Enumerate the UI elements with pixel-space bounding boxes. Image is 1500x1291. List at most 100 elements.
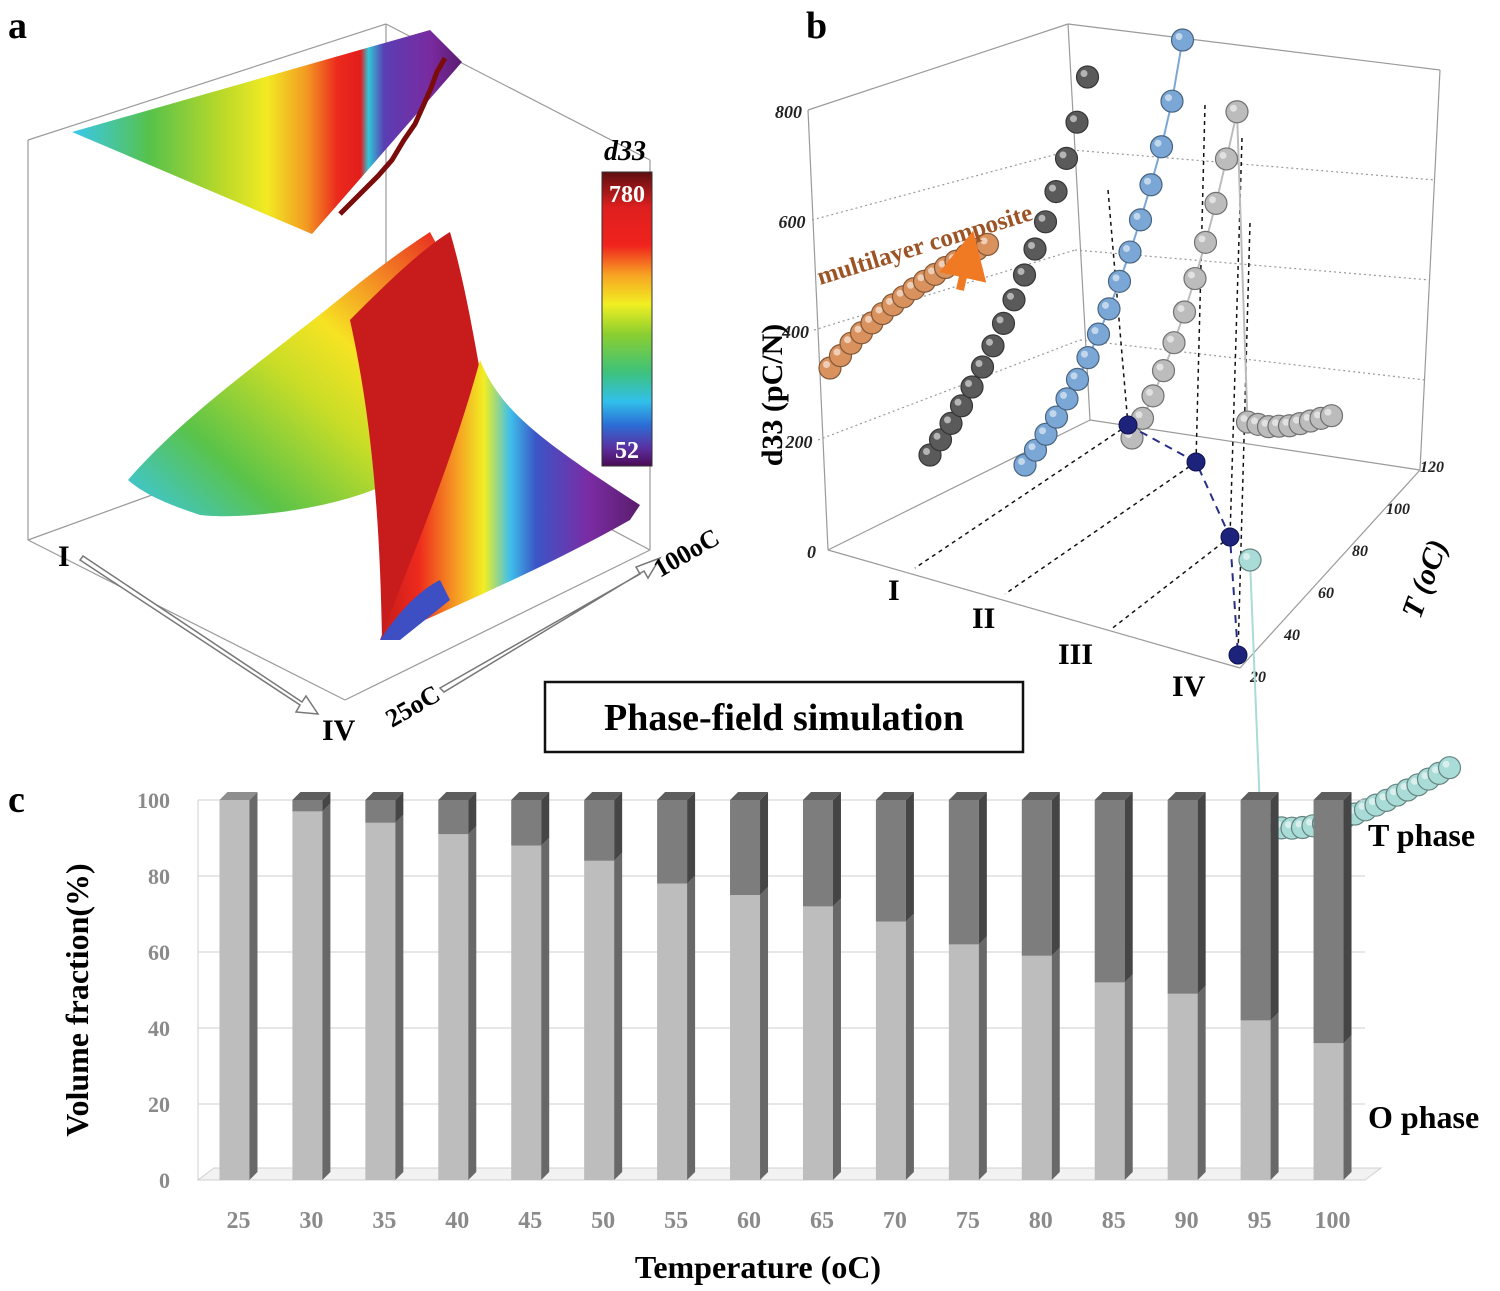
t-tick-label: 120: [1420, 459, 1444, 476]
data-point-ii: [1139, 173, 1163, 197]
category-label: III: [1058, 638, 1093, 671]
top-plane-boundary: [338, 56, 448, 216]
bar-t-phase-side: [687, 792, 696, 884]
bar-top: [292, 792, 331, 800]
data-point-i: [1054, 146, 1079, 170]
bar-o-phase-side: [1051, 947, 1060, 1180]
data-point-highlight: [1146, 388, 1153, 396]
data-point-highlight: [1411, 777, 1418, 785]
bar-t-phase: [438, 800, 469, 835]
bar-o-phase-side: [760, 887, 769, 1180]
data-point-highlight: [986, 338, 993, 346]
bar-o-phase-side: [468, 826, 477, 1180]
data-point-iii: [1319, 404, 1344, 428]
x-tick-label: 95: [1248, 1208, 1272, 1234]
data-point-highlight: [875, 306, 883, 314]
data-point-highlight: [1324, 408, 1332, 416]
center-title-box: Phase-field simulation: [543, 680, 1025, 754]
x-tick-label: 85: [1102, 1208, 1126, 1234]
bar-t-phase-side: [1051, 792, 1060, 956]
bar-o-phase: [875, 921, 906, 1180]
bar-o-phase: [438, 834, 469, 1180]
bar-o-phase-side: [1270, 1012, 1279, 1180]
peak-guide-line: [1237, 222, 1251, 656]
data-point-ii: [1055, 387, 1079, 411]
x-tick-label: 50: [591, 1208, 615, 1234]
y-tick-label: 20: [148, 1092, 170, 1117]
data-point-highlight: [1028, 242, 1035, 249]
data-point-ii: [1160, 89, 1184, 113]
data-point-iv: [1437, 756, 1462, 780]
t-tick-label: 80: [1352, 543, 1368, 560]
floor-guide-line: [1004, 461, 1197, 595]
bar-t-phase-side: [1270, 792, 1279, 1021]
projection-point: [1118, 415, 1138, 435]
bar-top: [511, 792, 550, 800]
surface-ridge: [350, 232, 490, 640]
bar-o-phase: [657, 883, 688, 1180]
bar-o-phase: [1094, 982, 1125, 1180]
y-tick-label: 40: [148, 1016, 170, 1041]
data-point-highlight: [844, 336, 851, 344]
data-point-highlight: [1102, 301, 1109, 309]
t-axis-label: T (oC): [1396, 535, 1455, 622]
data-point-i: [960, 375, 984, 399]
t-tick-label: 20: [1249, 669, 1266, 686]
z-tick-label: 600: [779, 212, 806, 232]
data-point-iii: [1183, 266, 1207, 291]
data-point-highlight: [1219, 151, 1227, 159]
data-point-highlight: [923, 448, 930, 455]
data-point-iii: [1225, 100, 1249, 124]
bar-top: [875, 792, 914, 800]
data-point-highlight: [1306, 818, 1313, 826]
data-point-highlight: [1039, 427, 1046, 435]
category-label: I: [888, 574, 900, 607]
bar-o-phase: [1167, 993, 1198, 1180]
bar-o-phase-side: [1124, 974, 1133, 1180]
data-point-i: [1075, 65, 1100, 89]
bar-t-phase-side: [395, 792, 404, 823]
title-box-border: [543, 680, 1025, 754]
bar-t-phase-side: [905, 792, 914, 922]
projection-line: [1127, 424, 1239, 656]
bar-o-phase-side: [687, 875, 696, 1180]
data-point-iii: [1214, 147, 1239, 171]
bar-t-phase-side: [614, 792, 623, 861]
data-point-highlight: [1314, 411, 1321, 419]
data-point-i: [1012, 263, 1037, 287]
data-point-highlight: [1028, 443, 1036, 451]
sample-axis-start: I: [58, 540, 70, 573]
bar-top: [219, 792, 258, 800]
bar-t-phase: [292, 800, 323, 812]
data-point-iii: [1141, 384, 1165, 408]
data-point-highlight: [1177, 305, 1185, 312]
data-point-highlight: [996, 316, 1004, 324]
data-point-highlight: [1432, 766, 1439, 774]
data-point-highlight: [823, 361, 830, 368]
data-point-i: [1023, 237, 1047, 261]
data-point-highlight: [1018, 458, 1025, 465]
data-point-highlight: [1261, 419, 1269, 427]
data-point-i: [991, 311, 1016, 335]
bar-t-phase: [584, 800, 615, 861]
data-point-highlight: [1209, 196, 1216, 204]
data-point-highlight: [1123, 245, 1130, 253]
data-point-ii: [1149, 135, 1174, 159]
data-point-highlight: [896, 289, 904, 297]
data-point-ii: [1086, 322, 1111, 346]
t-tick-label: 100: [1386, 501, 1410, 518]
sample-axis-end: IV: [322, 714, 356, 747]
data-point-highlight: [1240, 415, 1248, 423]
data-point-highlight: [1165, 94, 1172, 102]
bar-t-phase: [1021, 800, 1052, 956]
bar-t-phase: [948, 800, 979, 945]
data-point-ii: [1076, 346, 1100, 370]
data-point-highlight: [1358, 802, 1366, 810]
bar-o-phase-side: [541, 837, 550, 1180]
data-point-highlight: [1390, 788, 1397, 796]
data-point-i: [1044, 180, 1068, 204]
data-point-highlight: [1007, 292, 1014, 300]
data-point-ii: [1118, 240, 1142, 264]
bar-o-phase-side: [978, 936, 987, 1180]
